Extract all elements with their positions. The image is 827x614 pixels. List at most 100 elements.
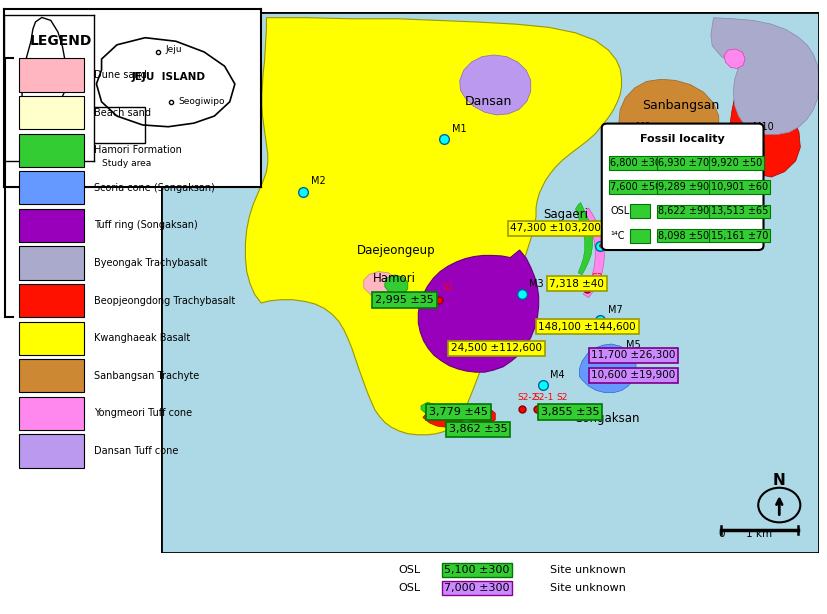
Text: M7: M7 bbox=[609, 305, 623, 315]
Text: Tuff ring (Songaksan): Tuff ring (Songaksan) bbox=[93, 220, 198, 230]
Text: 8,098 ±50: 8,098 ±50 bbox=[658, 231, 710, 241]
Bar bbox=[19, 397, 84, 430]
Text: Fossil locality: Fossil locality bbox=[640, 134, 725, 144]
Bar bbox=[19, 359, 84, 392]
Text: S3: S3 bbox=[591, 273, 603, 282]
Polygon shape bbox=[576, 203, 593, 275]
Text: Hamori: Hamori bbox=[373, 271, 416, 285]
Text: 7,000 ±300: 7,000 ±300 bbox=[444, 583, 509, 593]
Polygon shape bbox=[460, 55, 531, 115]
Text: N: N bbox=[773, 473, 786, 488]
Text: 11,700 ±26,300: 11,700 ±26,300 bbox=[591, 351, 676, 360]
Text: Dansan Tuff cone: Dansan Tuff cone bbox=[93, 446, 178, 456]
Polygon shape bbox=[246, 18, 622, 435]
Polygon shape bbox=[467, 408, 495, 425]
Bar bbox=[19, 284, 84, 317]
Text: Site unknown: Site unknown bbox=[543, 583, 625, 593]
Polygon shape bbox=[583, 208, 605, 298]
Bar bbox=[19, 58, 84, 91]
Text: Sanbangsan: Sanbangsan bbox=[642, 99, 719, 112]
Polygon shape bbox=[418, 250, 538, 372]
Polygon shape bbox=[385, 275, 408, 296]
Text: Yongmeori: Yongmeori bbox=[668, 176, 726, 186]
Polygon shape bbox=[378, 291, 408, 308]
Text: 9,920 ±50: 9,920 ±50 bbox=[711, 158, 762, 168]
Text: 7,318 ±40: 7,318 ±40 bbox=[549, 279, 605, 289]
Text: 2,995 ±35: 2,995 ±35 bbox=[375, 295, 434, 305]
Bar bbox=[88, 107, 146, 143]
Text: 3,779 ±45: 3,779 ±45 bbox=[429, 407, 488, 417]
Text: JEJU  ISLAND: JEJU ISLAND bbox=[131, 72, 205, 82]
Text: Jeju: Jeju bbox=[165, 45, 182, 54]
FancyBboxPatch shape bbox=[602, 123, 763, 250]
Text: OSL: OSL bbox=[610, 206, 629, 216]
Text: Sanbangsan Trachyte: Sanbangsan Trachyte bbox=[93, 371, 198, 381]
Bar bbox=[19, 96, 84, 129]
Text: M4: M4 bbox=[551, 370, 565, 379]
Polygon shape bbox=[619, 79, 719, 158]
Text: M3: M3 bbox=[529, 279, 544, 289]
Text: 148,100 ±144,600: 148,100 ±144,600 bbox=[538, 322, 636, 332]
Text: M10: M10 bbox=[753, 122, 774, 132]
Text: Scoria cone (Songaksan): Scoria cone (Songaksan) bbox=[93, 183, 214, 193]
Bar bbox=[630, 204, 650, 219]
Bar bbox=[19, 246, 84, 280]
Polygon shape bbox=[364, 271, 399, 300]
Text: 3,044 ±35: 3,044 ±35 bbox=[703, 149, 762, 159]
Polygon shape bbox=[730, 80, 801, 177]
Polygon shape bbox=[423, 405, 465, 427]
Text: S2: S2 bbox=[557, 393, 568, 402]
Bar bbox=[19, 435, 84, 468]
Polygon shape bbox=[619, 150, 676, 197]
Text: 47,300 ±103,200: 47,300 ±103,200 bbox=[510, 223, 601, 233]
Text: Seogiwipo: Seogiwipo bbox=[179, 96, 225, 106]
Text: 3,862 ±35: 3,862 ±35 bbox=[449, 424, 508, 435]
Text: M9: M9 bbox=[636, 122, 651, 132]
Text: 24,500 ±112,600: 24,500 ±112,600 bbox=[451, 343, 542, 354]
Text: 9,289 ±90: 9,289 ±90 bbox=[658, 182, 710, 192]
Text: Site unknown: Site unknown bbox=[543, 565, 625, 575]
Text: S4: S4 bbox=[718, 138, 729, 146]
Polygon shape bbox=[724, 49, 745, 69]
Text: S1: S1 bbox=[442, 283, 454, 292]
Text: OSL: OSL bbox=[398, 565, 420, 575]
Bar bbox=[19, 209, 84, 242]
Text: Study area: Study area bbox=[102, 159, 151, 168]
Text: Daejeongeup: Daejeongeup bbox=[357, 244, 436, 257]
Text: M1: M1 bbox=[452, 124, 466, 134]
Polygon shape bbox=[711, 18, 819, 134]
Text: S2-2: S2-2 bbox=[518, 393, 538, 402]
Text: 10,600 ±19,900: 10,600 ±19,900 bbox=[591, 370, 676, 381]
Text: 5,100 ±300: 5,100 ±300 bbox=[444, 565, 509, 575]
Text: Dansan: Dansan bbox=[465, 95, 513, 108]
Polygon shape bbox=[580, 344, 636, 393]
Text: Beopjeongdong Trachybasalt: Beopjeongdong Trachybasalt bbox=[93, 295, 235, 306]
Bar bbox=[630, 228, 650, 243]
Text: M2: M2 bbox=[310, 176, 325, 186]
Text: Yongmeori Tuff cone: Yongmeori Tuff cone bbox=[93, 408, 192, 419]
Text: Hamori Formation: Hamori Formation bbox=[93, 145, 181, 155]
Polygon shape bbox=[421, 402, 437, 415]
Text: S2-1: S2-1 bbox=[533, 393, 554, 402]
Text: 6,800 ±300: 6,800 ±300 bbox=[610, 158, 667, 168]
Polygon shape bbox=[97, 37, 235, 126]
Bar bbox=[19, 171, 84, 204]
Text: ¹⁴C: ¹⁴C bbox=[610, 231, 625, 241]
Text: Kwanghaeak Basalt: Kwanghaeak Basalt bbox=[93, 333, 189, 343]
Text: 1 km: 1 km bbox=[747, 529, 772, 540]
Text: LEGEND: LEGEND bbox=[30, 34, 93, 48]
Text: Beach sand: Beach sand bbox=[93, 107, 151, 118]
Text: Dune sand: Dune sand bbox=[93, 70, 146, 80]
Text: OSL: OSL bbox=[398, 583, 420, 593]
Text: 6,930 ±70: 6,930 ±70 bbox=[658, 158, 710, 168]
Bar bbox=[19, 134, 84, 167]
Text: 13,513 ±65: 13,513 ±65 bbox=[711, 206, 768, 216]
Text: M5: M5 bbox=[626, 340, 641, 350]
Polygon shape bbox=[464, 406, 478, 419]
Text: 3,855 ±35: 3,855 ±35 bbox=[541, 407, 600, 417]
Text: M8: M8 bbox=[609, 230, 623, 240]
Text: Byeongak Trachybasalt: Byeongak Trachybasalt bbox=[93, 258, 207, 268]
Text: 10,901 ±60: 10,901 ±60 bbox=[711, 182, 768, 192]
Text: M6: M6 bbox=[626, 375, 641, 385]
Bar bbox=[19, 322, 84, 355]
